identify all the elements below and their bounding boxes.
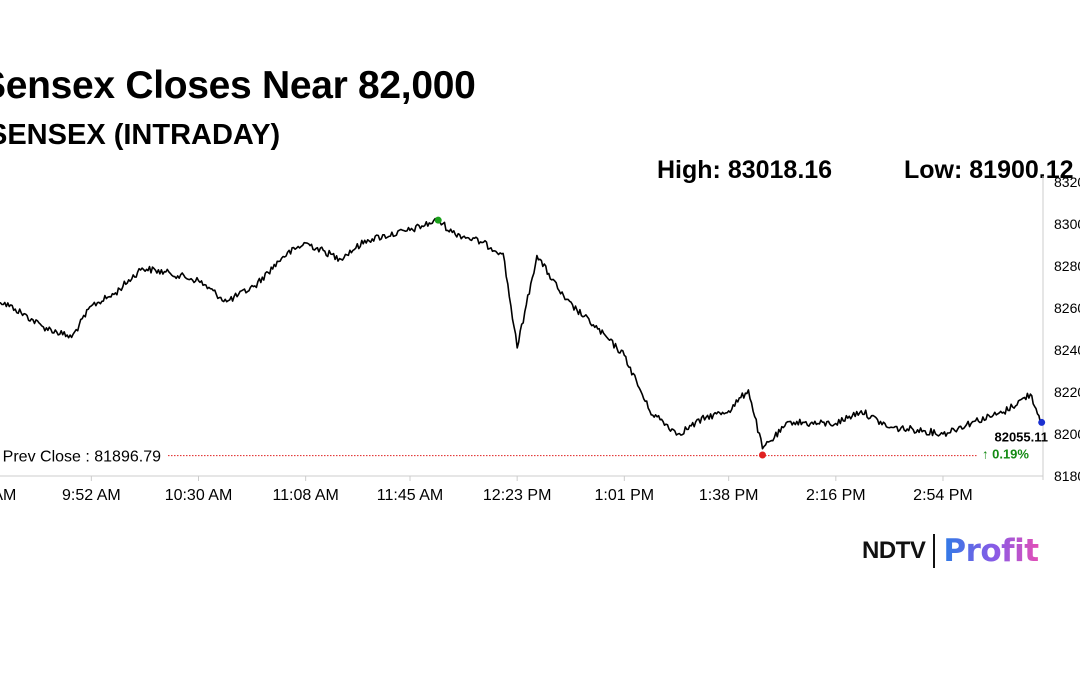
change-label: ↑ 0.19% bbox=[982, 446, 1029, 461]
profit-wordmark: Profit bbox=[943, 533, 1039, 569]
y-tick-label: 82800 bbox=[1054, 258, 1080, 274]
last-value-label: 82055.11 bbox=[994, 429, 1048, 444]
ndtv-wordmark: NDTV bbox=[862, 537, 926, 564]
low-marker bbox=[759, 451, 766, 459]
x-tick-label: 11:08 AM bbox=[272, 487, 338, 504]
logo-divider bbox=[933, 534, 936, 568]
y-tick-label: 83200 bbox=[1054, 174, 1080, 190]
x-tick-label: 10:30 AM bbox=[165, 487, 233, 504]
x-tick-label: 9:52 AM bbox=[62, 487, 121, 504]
y-tick-label: 82600 bbox=[1054, 300, 1080, 316]
x-tick-label: 2:54 PM bbox=[913, 487, 973, 504]
x-tick-label: 9:15 AM bbox=[0, 487, 16, 504]
chart-subtitle: SENSEX (INTRADAY) bbox=[0, 119, 281, 151]
last-marker bbox=[1038, 418, 1046, 426]
x-tick-label: 11:45 AM bbox=[377, 487, 443, 504]
y-tick-label: 82000 bbox=[1054, 426, 1080, 442]
x-tick-label: 1:01 PM bbox=[595, 487, 655, 504]
prev-close-label: Prev Close : 81896.79 bbox=[3, 449, 161, 466]
day-high-label: High: 83018.16 bbox=[657, 156, 833, 184]
y-tick-label: 82400 bbox=[1054, 342, 1080, 358]
x-tick-label: 12:23 PM bbox=[483, 487, 551, 504]
y-tick-label: 81800 bbox=[1054, 468, 1080, 484]
x-tick-label: 1:38 PM bbox=[699, 487, 759, 504]
ndtv-profit-logo: NDTV Profit bbox=[862, 532, 1039, 570]
high-marker bbox=[434, 216, 442, 224]
day-low-label: Low: 81900.12 bbox=[904, 156, 1074, 184]
price-line bbox=[0, 217, 1042, 450]
chart-title: Sensex Closes Near 82,000 bbox=[0, 64, 476, 107]
x-tick-label: 2:16 PM bbox=[806, 487, 866, 504]
y-tick-label: 82200 bbox=[1054, 384, 1080, 400]
y-tick-label: 83000 bbox=[1054, 216, 1080, 232]
